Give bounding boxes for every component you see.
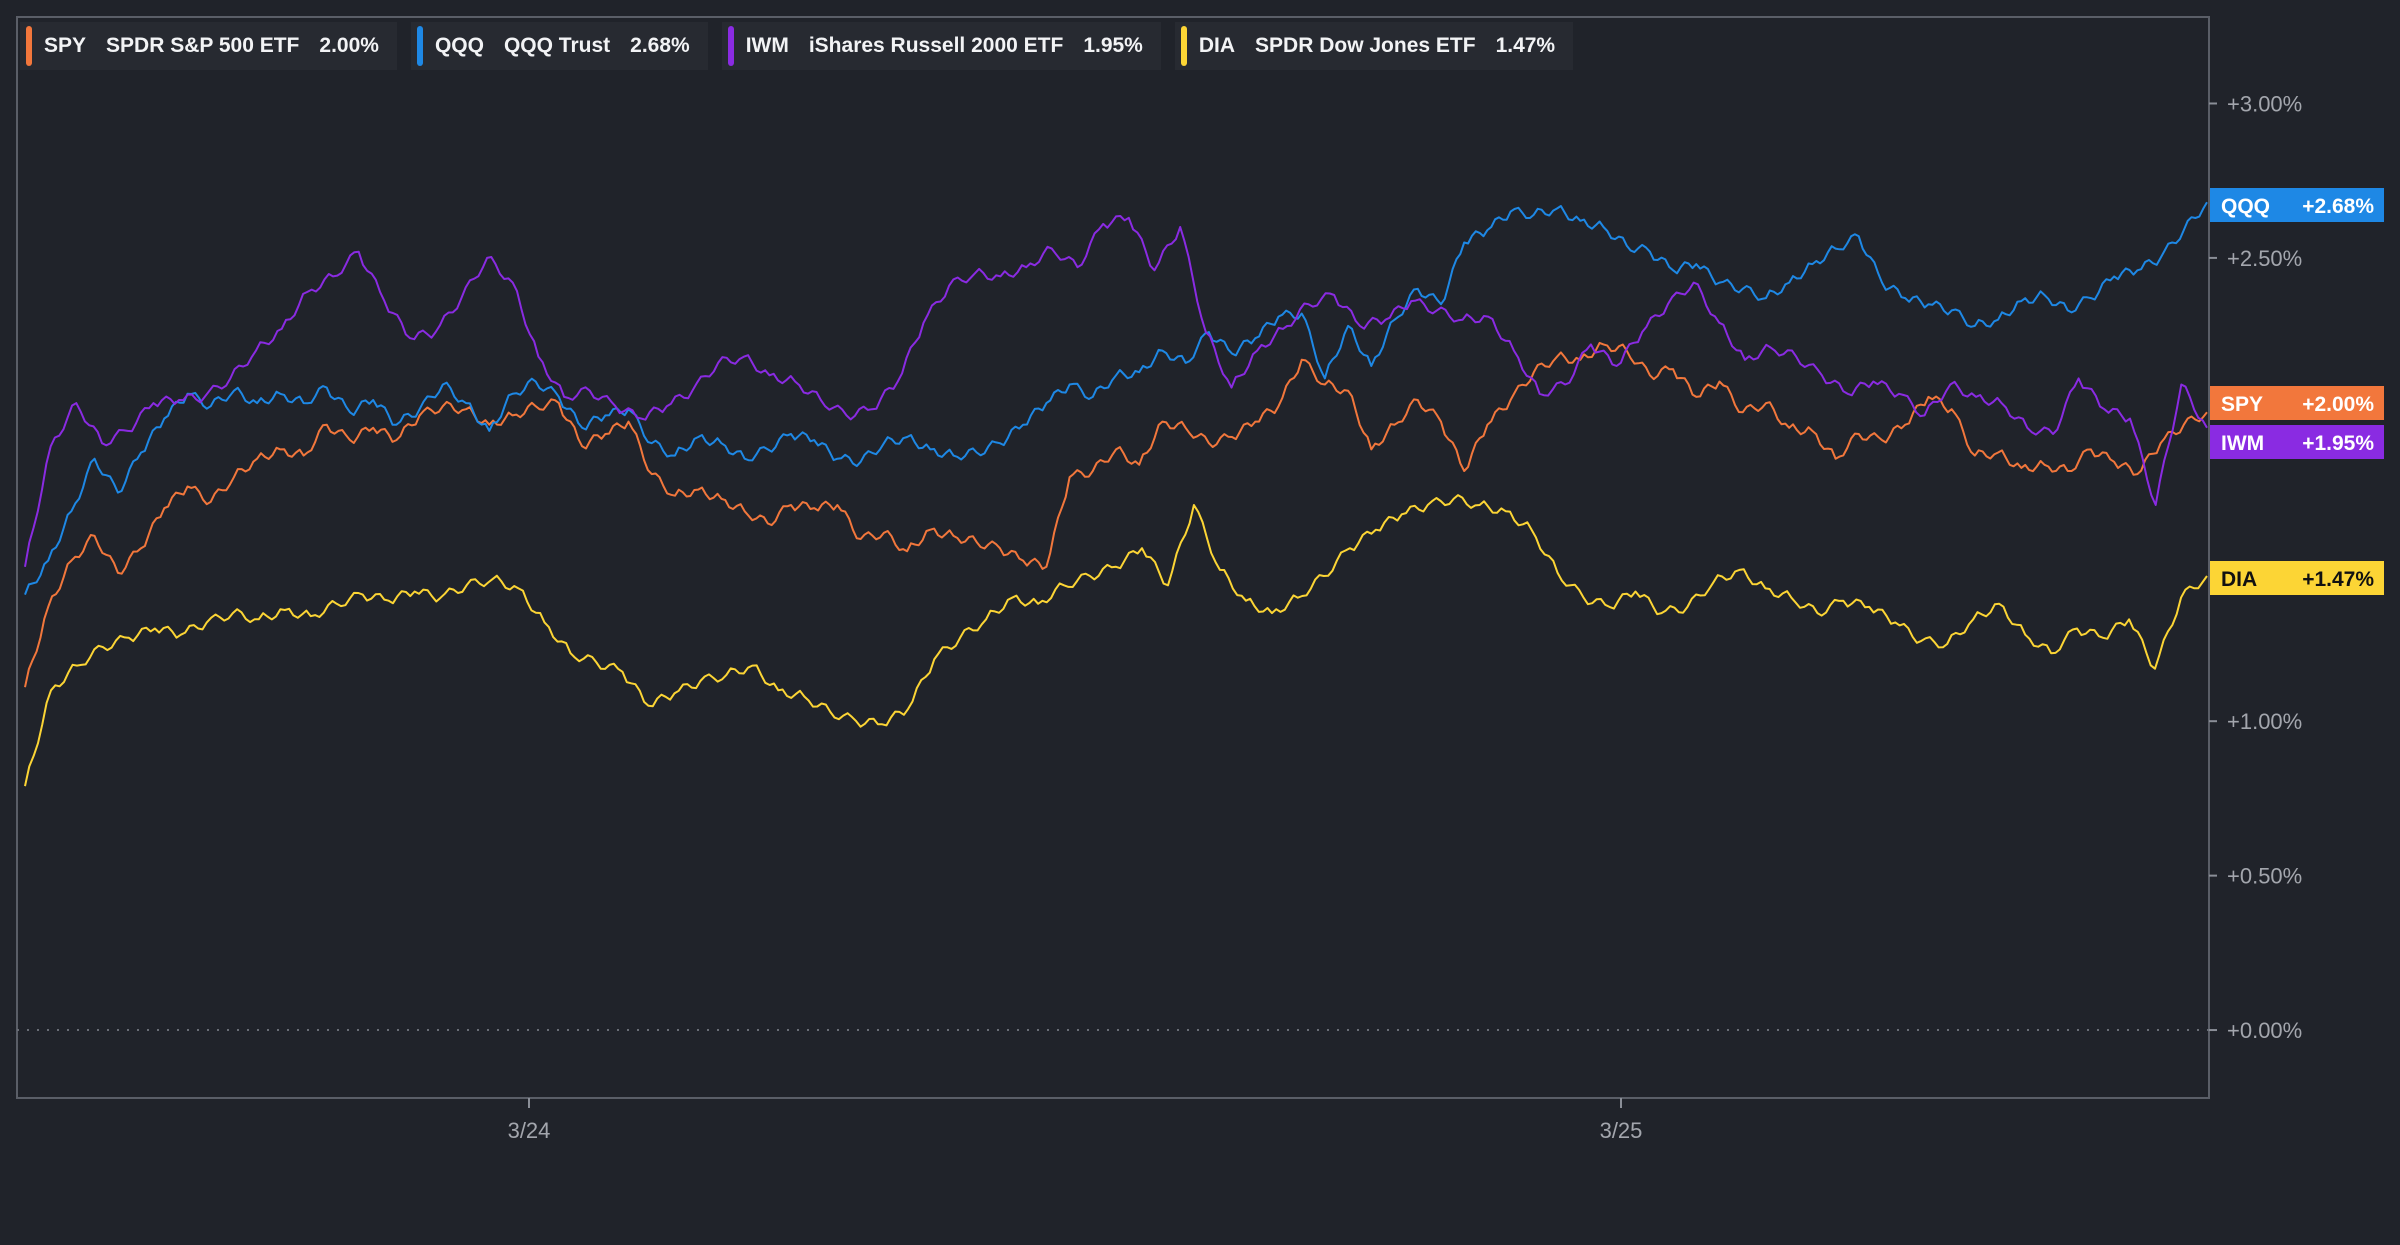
end-tag-value: +1.95% [2302,432,2374,455]
legend-value: 1.95% [1083,34,1143,57]
legend-series-name: SPDR S&P 500 ETF [106,34,300,57]
x-tick-label: 3/24 [508,1118,551,1143]
end-tag-dia: DIA +1.47% [2210,561,2384,595]
legend-symbol: QQQ [434,34,484,57]
y-tick-label: +0.50% [2227,864,2302,889]
end-tag-symbol: IWM [2221,432,2264,455]
legend-value: 2.68% [630,34,690,57]
legend-series-name: SPDR Dow Jones ETF [1255,34,1476,57]
end-tag-value: +1.47% [2302,568,2374,591]
end-tag-iwm: IWM +1.95% [2210,425,2384,459]
legend-symbol: IWM [745,34,789,57]
series-line-dia [24,494,2208,787]
legend-item-spy[interactable]: SPY SPDR S&P 500 ETF 2.00% [20,22,397,70]
legend-item-iwm[interactable]: IWM iShares Russell 2000 ETF 1.95% [721,22,1161,70]
end-tag-value: +2.68% [2302,195,2374,218]
legend-series-name: QQQ Trust [503,34,611,57]
series-line-spy [24,341,2208,688]
series-line-iwm [24,215,2208,567]
legend-value: 2.00% [319,34,379,57]
x-tick-label: 3/25 [1600,1118,1643,1143]
end-tag-qqq: QQQ +2.68% [2210,188,2384,222]
end-tag-symbol: QQQ [2221,195,2270,218]
end-tag-symbol: DIA [2221,568,2257,591]
y-tick-label: +2.50% [2227,246,2302,271]
legend-series-name: iShares Russell 2000 ETF [808,34,1064,57]
legend-item-qqq[interactable]: QQQ QQQ Trust 2.68% [410,22,708,70]
end-tag-spy: SPY +2.00% [2210,386,2384,420]
y-tick-label: +1.00% [2227,709,2302,734]
legend-item-dia[interactable]: DIA SPDR Dow Jones ETF 1.47% [1174,22,1574,70]
end-tag-symbol: SPY [2221,393,2263,416]
legend-swatch [26,26,32,66]
y-tick-label: +0.00% [2227,1018,2302,1043]
legend-swatch [727,26,734,66]
legend: SPY SPDR S&P 500 ETF 2.00% QQQ QQQ Trust 2.68… [20,22,1574,70]
legend-value: 1.47% [1495,34,1556,57]
legend-symbol: DIA [1198,34,1236,57]
end-tag-bg [2210,425,2384,459]
end-tag-value: +2.00% [2302,393,2374,416]
plot-frame [16,16,2210,1099]
legend-swatch [416,26,423,66]
end-tag-bg [2210,386,2384,420]
y-tick-label: +3.00% [2227,91,2302,116]
end-tag-bg [2210,188,2384,222]
legend-swatch [1180,26,1187,66]
series-line-qqq [24,201,2208,595]
legend-symbol: SPY [44,34,87,57]
end-tag-bg [2210,561,2384,595]
